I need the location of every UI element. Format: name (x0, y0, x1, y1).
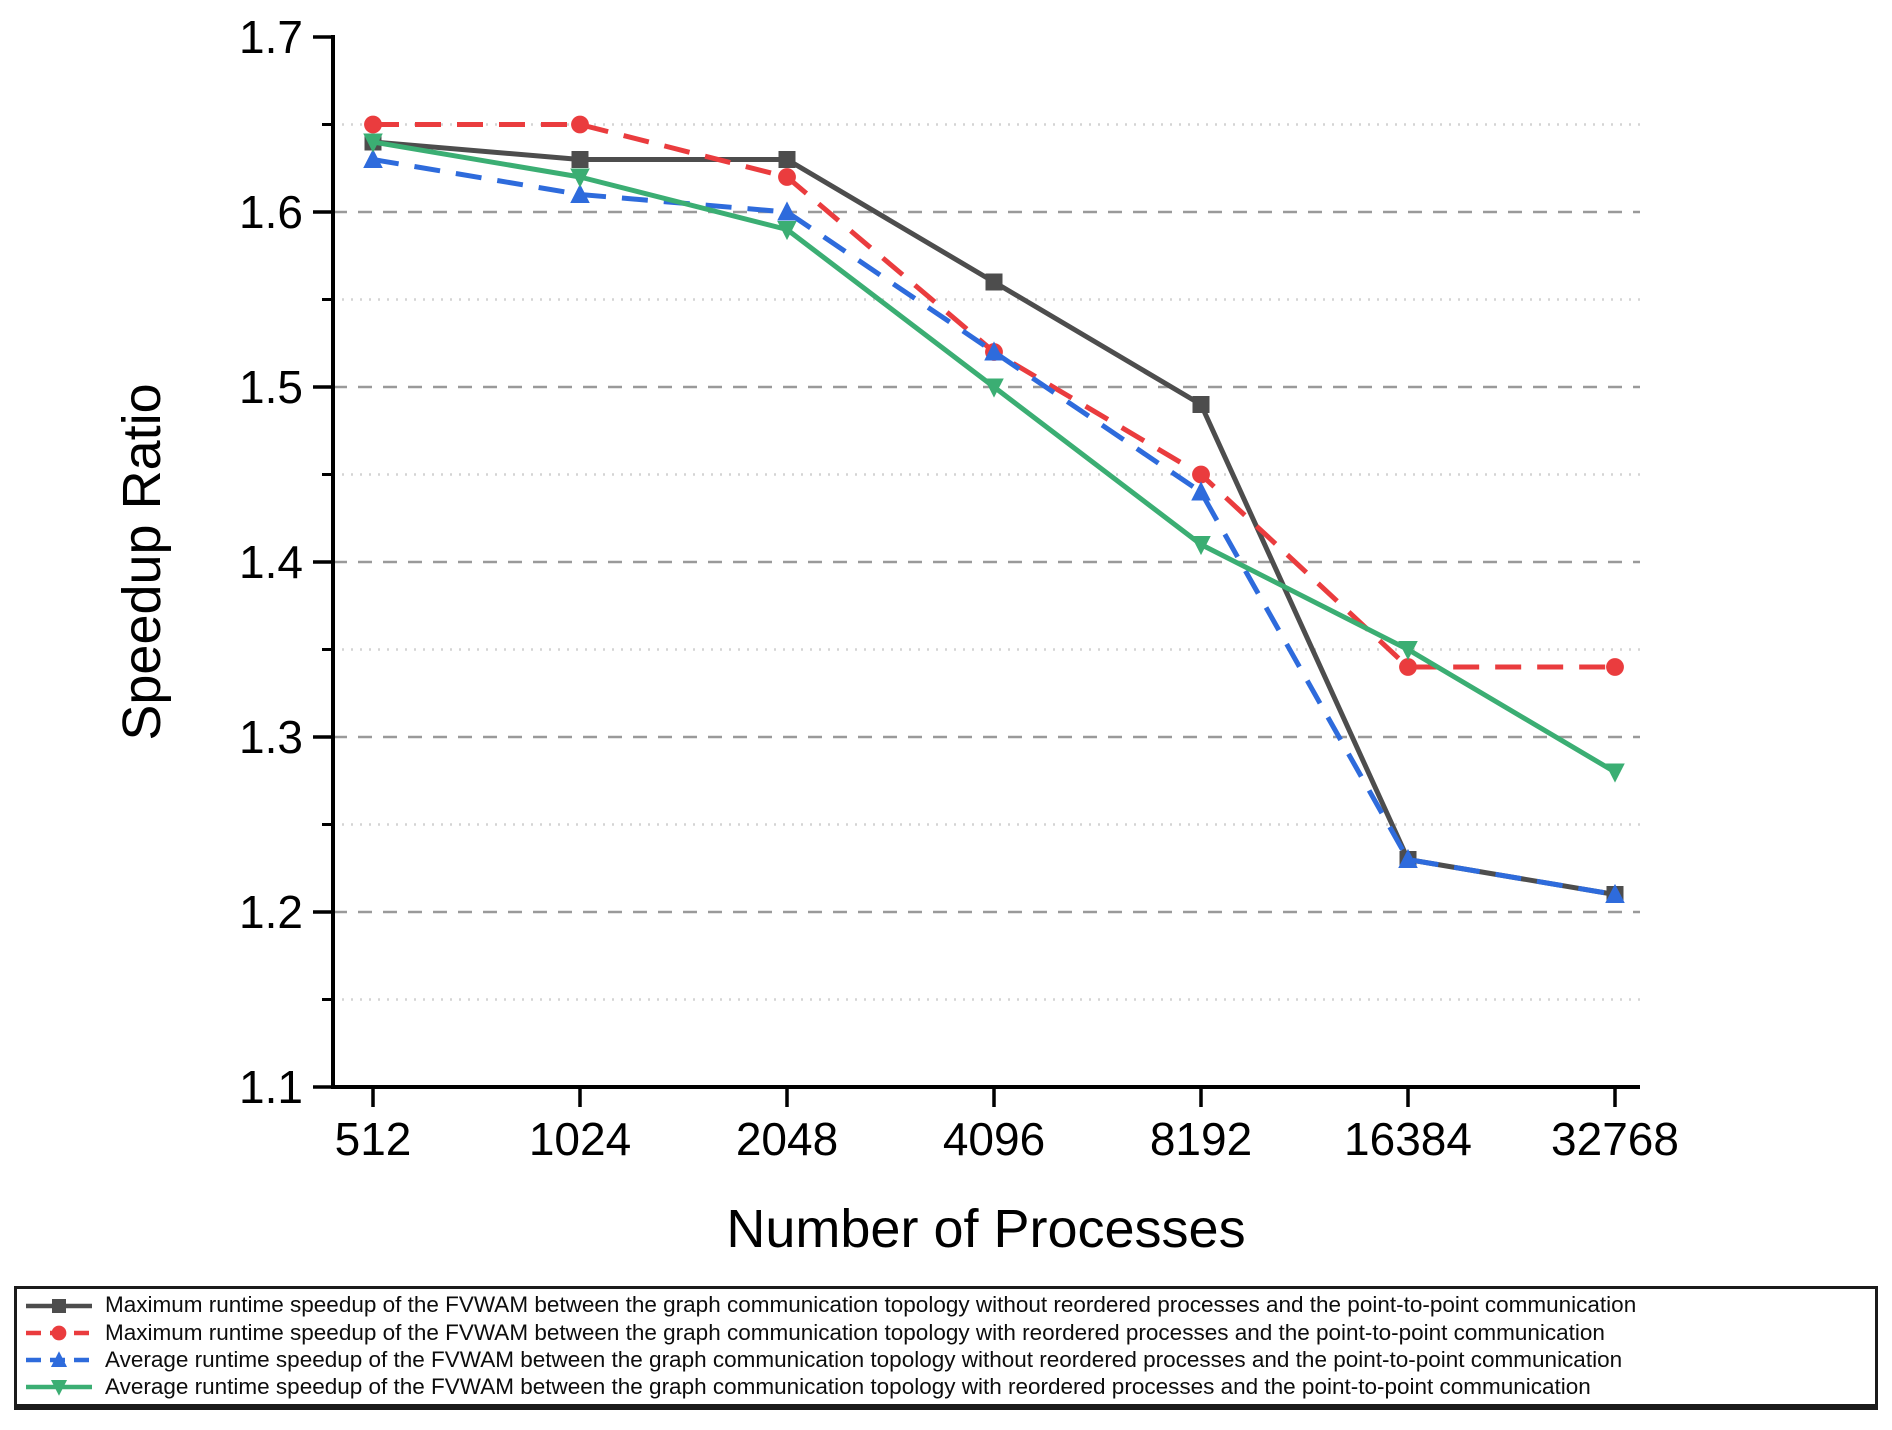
triangle-up-marker (1398, 848, 1418, 868)
y-tick-label: 1.5 (239, 361, 303, 413)
triangle-up-marker (777, 201, 797, 221)
triangle-up-marker (50, 1351, 68, 1368)
triangle-down-marker (50, 1380, 68, 1397)
triangle-down-marker (777, 221, 797, 241)
triangle-down-marker (984, 378, 1004, 398)
legend-item: Maximum runtime speedup of the FVWAM bet… (23, 1292, 1869, 1319)
series-line (372, 157, 1616, 897)
triangle-down-marker (1191, 536, 1211, 556)
circle-marker (778, 168, 796, 186)
triangle-up-marker (570, 183, 590, 203)
x-tick-label: 2048 (736, 1113, 838, 1165)
triangle-down-marker (1605, 763, 1625, 783)
x-tick-label: 32768 (1551, 1113, 1679, 1165)
x-axis-title: Number of Processes (726, 1199, 1245, 1259)
series (364, 133, 1624, 903)
square-marker (52, 1298, 66, 1313)
y-tick-label: 1.4 (239, 536, 303, 588)
triangle-down-marker (363, 133, 383, 153)
series-line (372, 139, 1617, 775)
y-tick-label: 1.3 (239, 711, 303, 763)
circle-marker (1606, 658, 1624, 676)
x-tick-label: 16384 (1344, 1113, 1472, 1165)
x-tick-label: 512 (335, 1113, 412, 1165)
circle-marker (1399, 658, 1417, 676)
legend-item: Maximum runtime speedup of the FVWAM bet… (23, 1319, 1869, 1346)
y-tick-label: 1.2 (239, 886, 303, 938)
square-marker (778, 151, 796, 168)
circle-marker (571, 115, 589, 134)
major-gridlines (333, 210, 1640, 914)
triangle-down-marker (1398, 641, 1418, 661)
series (363, 133, 1625, 783)
legend-item-label: Average runtime speedup of the FVWAM bet… (105, 1346, 1623, 1372)
y-axis-title: Speedup Ratio (112, 383, 172, 740)
legend-marker-triangle-down (26, 1380, 92, 1397)
triangle-up-marker (1605, 883, 1625, 903)
x-tick-label: 4096 (943, 1113, 1045, 1165)
square-marker (571, 151, 589, 168)
legend-item-label: Maximum runtime speedup of the FVWAM bet… (105, 1319, 1605, 1345)
square-marker (985, 273, 1003, 291)
tick-labels: 1.1 1.2 1.3 1.4 1.5 1.6 1.7 512 1024 2048 4096 8192… (239, 11, 1679, 1165)
y-tick-label: 1.1 (239, 1061, 303, 1113)
legend-marker-circle (26, 1325, 92, 1341)
chart-legend: Maximum runtime speedup of the FVWAM bet… (14, 1286, 1878, 1410)
circle-marker (51, 1325, 67, 1341)
circle-marker (1192, 465, 1210, 484)
circle-marker (364, 115, 382, 134)
x-tick-label: 8192 (1150, 1113, 1252, 1165)
triangle-down-marker (570, 168, 590, 188)
legend-marker-triangle-up (26, 1351, 92, 1368)
speedup-chart: 1.1 1.2 1.3 1.4 1.5 1.6 1.7 512 1024 2048 4096 8192… (112, 11, 1679, 1259)
legend-item-label: Average runtime speedup of the FVWAM bet… (105, 1374, 1591, 1400)
triangle-up-marker (984, 341, 1004, 361)
data-series (363, 115, 1625, 903)
y-tick-label: 1.7 (239, 11, 303, 63)
y-tick-label: 1.6 (239, 186, 303, 238)
series (363, 148, 1625, 903)
legend-item: Average runtime speedup of the FVWAM bet… (23, 1347, 1869, 1374)
legend-item-label: Maximum runtime speedup of the FVWAM bet… (105, 1292, 1637, 1318)
triangle-up-marker (363, 148, 383, 168)
triangle-up-marker (1191, 481, 1211, 501)
x-tick-label: 1024 (529, 1113, 631, 1165)
series-line (372, 139, 1616, 897)
legend-marker-square (26, 1298, 92, 1313)
square-marker (1192, 396, 1210, 413)
legend-item: Average runtime speedup of the FVWAM bet… (23, 1374, 1869, 1401)
axis-ticks (313, 35, 1617, 1107)
